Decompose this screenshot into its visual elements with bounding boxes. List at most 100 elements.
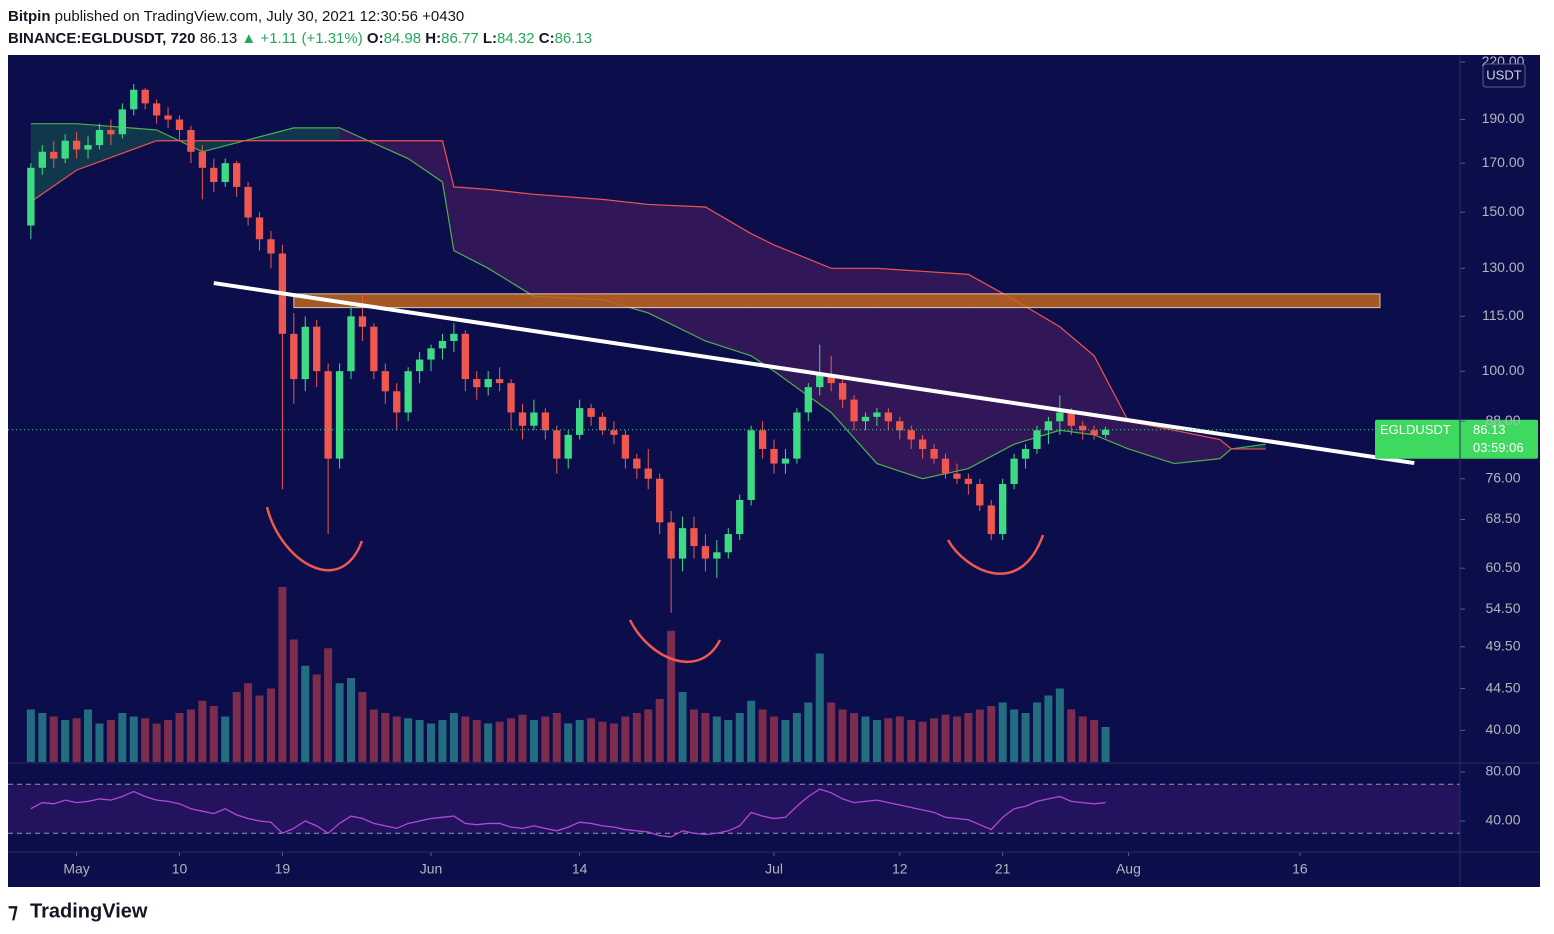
volume-bar [95, 723, 104, 762]
candle-body [633, 458, 641, 469]
y-tick-label: 76.00 [1485, 469, 1520, 485]
candle-body [896, 421, 904, 431]
candle-body [255, 217, 264, 240]
candle-body [221, 163, 229, 183]
volume-bar [1055, 688, 1064, 762]
cloud [922, 271, 969, 479]
rsi-line [30, 788, 1106, 838]
candle-body [598, 416, 607, 431]
candle-body [987, 505, 995, 535]
candle-body [781, 458, 790, 464]
volume-bar [587, 718, 596, 762]
volume-bar [26, 709, 35, 762]
publish-line: Bitpin published on TradingView.com, Jul… [8, 6, 592, 28]
volume-bar [381, 713, 390, 762]
candle-body [381, 371, 389, 392]
volume-bar [312, 674, 321, 762]
change: ▲ +1.11 (+1.31%) [241, 30, 363, 47]
candle-body [507, 383, 515, 413]
cloud-line [30, 140, 1266, 450]
symbol-line: BINANCE:EGLDUSDT, 720 86.13 ▲ +1.11 (+1.… [8, 28, 592, 50]
candle-body [415, 359, 424, 372]
volume-bar [918, 721, 927, 762]
volume-bar [907, 720, 916, 762]
volume-bar [975, 709, 984, 762]
price-label-countdown: 03:59:06 [1473, 440, 1524, 455]
volume-bar [930, 718, 939, 762]
volume-bar [518, 714, 527, 762]
arc [628, 619, 722, 663]
candle-body [370, 326, 378, 372]
volume-bar [369, 709, 378, 762]
candle-body [1090, 430, 1098, 435]
c-label: C: [538, 30, 555, 47]
volume-bar [232, 692, 241, 762]
volume-bar [38, 713, 47, 762]
brand: TradingView [30, 900, 148, 922]
candle-body [553, 430, 561, 459]
volume-bar [438, 720, 447, 762]
currency: USDT [1486, 67, 1521, 82]
y-tick-label: 115.00 [1482, 307, 1524, 323]
volume-bar [884, 718, 893, 762]
x-tick-label: May [63, 861, 89, 877]
y-tick-label: 60.50 [1485, 559, 1520, 575]
candle-body [495, 379, 504, 384]
y-tick-label: 40.00 [1485, 721, 1520, 737]
h-value: 86.77 [441, 30, 479, 47]
candle-body [107, 129, 115, 135]
volume-bar [792, 713, 801, 762]
volume-bar [998, 702, 1007, 762]
volume-bar [49, 716, 58, 762]
candle-body [50, 151, 58, 159]
candle-body [130, 89, 138, 110]
y-tick-label: 88.00 [1485, 412, 1520, 428]
candle-body [27, 167, 35, 226]
candle-body [244, 186, 252, 218]
volume-bar [266, 688, 275, 762]
volume-bar [724, 720, 733, 762]
volume-bar [621, 716, 630, 762]
volume-bar [404, 718, 413, 762]
volume-bar [209, 706, 218, 762]
candle-body [884, 412, 893, 422]
candle-body [313, 326, 321, 372]
y-tick-label: 150.00 [1482, 203, 1525, 219]
y-tick-label: 54.50 [1485, 600, 1520, 616]
price-label-value: 86.13 [1473, 422, 1506, 437]
volume-bar [701, 713, 710, 762]
y-tick-label: 170.00 [1482, 154, 1525, 170]
candle-body [610, 430, 618, 435]
candle-body [347, 316, 355, 372]
volume-bar [152, 723, 161, 762]
candle-body [678, 528, 687, 559]
price-label-symbol: EGLDUSDT [1380, 422, 1451, 437]
l-label: L: [482, 30, 498, 47]
candle-body [907, 430, 915, 440]
volume-bar [255, 695, 264, 762]
candle-body [541, 412, 550, 431]
cloud [488, 189, 534, 297]
volume-bar [827, 702, 836, 762]
candle-body [1021, 448, 1030, 459]
candle-body [941, 458, 950, 474]
candle-body [358, 316, 367, 327]
publisher: Bitpin [8, 8, 51, 25]
x-tick-label: 16 [1292, 861, 1308, 877]
candle-body [930, 448, 938, 459]
volume-bar [175, 713, 184, 762]
cloud [1059, 326, 1095, 435]
candle-body [575, 408, 584, 435]
cloud [408, 140, 443, 183]
candle-body [793, 412, 801, 459]
volume-bar [1032, 702, 1041, 762]
volume-bar [747, 700, 756, 762]
candle-body [233, 163, 241, 187]
volume-bar [495, 721, 504, 762]
published: published on TradingView.com, July 30, 2… [54, 8, 465, 25]
cloud [442, 140, 454, 251]
candle-body [850, 399, 858, 422]
volume-bar [575, 720, 584, 762]
